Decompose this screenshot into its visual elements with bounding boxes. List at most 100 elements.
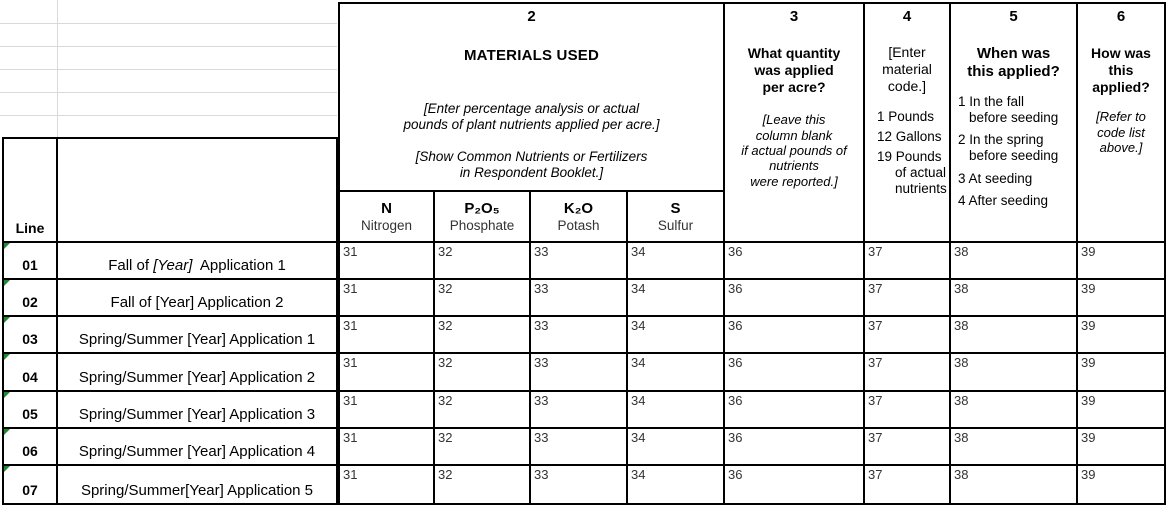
code-cell-quantity[interactable]: 36 [725,243,865,281]
code-cell-quantity[interactable]: 36 [725,465,865,503]
code-cell-material-code[interactable]: 37 [865,280,951,318]
quantity-note: [Leave this column blank if actual pound… [741,112,847,189]
code-cell-when-applied[interactable]: 38 [951,280,1078,318]
code-cell-n[interactable]: 31 [340,428,435,466]
cell-code: 39 [1081,281,1096,297]
code-cell-n[interactable]: 31 [340,317,435,355]
code-cell-how-applied[interactable]: 39 [1078,465,1164,503]
nutrient-symbol: S [670,200,681,217]
code-cell-when-applied[interactable]: 38 [951,391,1078,429]
code-cell-p2o5[interactable]: 32 [435,354,531,392]
column-3-header: 3 What quantity was applied per acre? [L… [725,4,865,243]
code-cell-material-code[interactable]: 37 [865,391,951,429]
code-cell-s[interactable]: 34 [628,280,725,318]
application-label-cell[interactable]: Spring/Summer [Year] Application 2 [58,354,336,392]
code-cell-n[interactable]: 31 [340,354,435,392]
code-cell-material-code[interactable]: 37 [865,243,951,281]
code-cell-k2o[interactable]: 33 [531,280,628,318]
code-cell-quantity[interactable]: 36 [725,354,865,392]
code-cell-how-applied[interactable]: 39 [1078,317,1164,355]
code-cell-s[interactable]: 34 [628,465,725,503]
cell-code: 39 [1081,318,1096,334]
application-label-cell[interactable]: Spring/Summer[Year] Application 5 [58,466,336,503]
line-number-cell[interactable]: 05 [4,391,58,429]
code-cell-when-applied[interactable]: 38 [951,465,1078,503]
line-number-cell[interactable]: 02 [4,280,58,318]
line-number-cell[interactable]: 06 [4,428,58,466]
cell-error-indicator-icon [4,428,10,435]
code-cell-n[interactable]: 31 [340,280,435,318]
code-cell-k2o[interactable]: 33 [531,243,628,281]
code-cell-k2o[interactable]: 33 [531,317,628,355]
code-cell-quantity[interactable]: 36 [725,280,865,318]
nutrient-symbol: P₂O₅ [464,200,500,217]
code-cell-s[interactable]: 34 [628,354,725,392]
gridline [0,92,337,93]
code-cell-p2o5[interactable]: 32 [435,280,531,318]
code-cell-how-applied[interactable]: 39 [1078,243,1164,281]
code-cell-p2o5[interactable]: 32 [435,391,531,429]
cell-error-indicator-icon [4,280,10,287]
code-cell-quantity[interactable]: 36 [725,391,865,429]
cell-code: 38 [954,281,969,297]
nutrient-header-potash: K₂O Potash [531,192,628,243]
label-text: Spring/Summer[Year] Application 5 [80,481,314,499]
cell-code: 31 [343,318,358,334]
line-number: 05 [22,405,38,422]
nutrient-symbol: K₂O [563,200,594,217]
cell-code: 33 [534,281,549,297]
nutrient-name: Potash [557,218,600,233]
code-cell-s[interactable]: 34 [628,243,725,281]
application-label-cell[interactable]: Spring/Summer [Year] Application 3 [58,392,336,429]
code-cell-material-code[interactable]: 37 [865,428,951,466]
cell-code: 31 [343,244,358,259]
code-cell-p2o5[interactable]: 32 [435,465,531,503]
code-cell-when-applied[interactable]: 38 [951,243,1078,281]
when-applied-options: 1 In the fall before seeding 2 In the sp… [958,94,1076,209]
code-cell-material-code[interactable]: 37 [865,465,951,503]
application-label-cell[interactable]: Spring/Summer [Year] Application 1 [58,317,336,355]
code-cell-material-code[interactable]: 37 [865,317,951,355]
line-number-cell[interactable]: 03 [4,317,58,355]
cell-code: 32 [438,244,453,259]
code-cell-k2o[interactable]: 33 [531,465,628,503]
code-cell-how-applied[interactable]: 39 [1078,428,1164,466]
code-cell-how-applied[interactable]: 39 [1078,280,1164,318]
code-cell-n[interactable]: 31 [340,243,435,281]
cell-code: 34 [631,355,646,371]
materials-used-title: MATERIALS USED [463,47,600,64]
code-cell-s[interactable]: 34 [628,317,725,355]
code-cell-n[interactable]: 31 [340,391,435,429]
code-cell-p2o5[interactable]: 32 [435,428,531,466]
code-cell-p2o5[interactable]: 32 [435,317,531,355]
label-text: Fall of [Year] Application 2 [110,294,284,312]
cell-code: 37 [868,466,883,482]
code-cell-n[interactable]: 31 [340,465,435,503]
nutrient-header-sulfur: S Sulfur [628,192,725,243]
code-cell-k2o[interactable]: 33 [531,428,628,466]
code-cell-p2o5[interactable]: 32 [435,243,531,281]
code-cell-k2o[interactable]: 33 [531,391,628,429]
column-number: 4 [902,8,912,25]
code-cell-how-applied[interactable]: 39 [1078,354,1164,392]
code-cell-how-applied[interactable]: 39 [1078,391,1164,429]
line-number-cell[interactable]: 07 [4,465,58,503]
application-label-cell[interactable]: Spring/Summer [Year] Application 4 [58,429,336,466]
code-cell-when-applied[interactable]: 38 [951,428,1078,466]
code-cell-when-applied[interactable]: 38 [951,317,1078,355]
code-cell-when-applied[interactable]: 38 [951,354,1078,392]
how-applied-note: [Refer to code list above.] [1096,109,1146,156]
code-cell-quantity[interactable]: 36 [725,317,865,355]
code-cell-s[interactable]: 34 [628,391,725,429]
application-label-cell[interactable]: Fall of [Year] Application 2 [58,280,336,318]
code-cell-s[interactable]: 34 [628,428,725,466]
code-cell-material-code[interactable]: 37 [865,354,951,392]
cell-code: 34 [631,429,646,445]
cell-code: 37 [868,244,883,259]
line-number-cell[interactable]: 01 [4,243,58,281]
line-table: Line 01 Fall of [Year] Application 1 02 Fal… [2,137,338,505]
line-number-cell[interactable]: 04 [4,354,58,392]
application-label-cell[interactable]: Fall of [Year] Application 1 [58,243,336,281]
code-cell-k2o[interactable]: 33 [531,354,628,392]
code-cell-quantity[interactable]: 36 [725,428,865,466]
